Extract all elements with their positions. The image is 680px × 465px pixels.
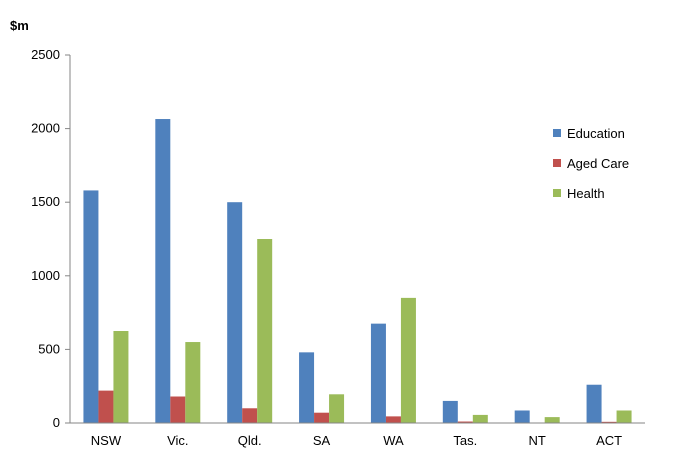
- x-category-label: Vic.: [167, 433, 188, 448]
- bar-health-nt: [544, 417, 560, 423]
- y-tick-label: 500: [38, 341, 60, 356]
- x-category-label: NSW: [91, 433, 122, 448]
- bar-aged-care-act: [601, 421, 617, 423]
- y-axis-label: $m: [10, 18, 29, 33]
- legend-label: Education: [567, 126, 625, 141]
- y-tick-label: 1000: [31, 268, 60, 283]
- x-category-label: ACT: [596, 433, 622, 448]
- x-category-label: Tas.: [453, 433, 477, 448]
- bar-health-sa: [329, 394, 345, 423]
- bar-aged-care-wa: [385, 416, 401, 423]
- x-category-label: Qld.: [238, 433, 262, 448]
- y-tick-label: 1500: [31, 194, 60, 209]
- bar-aged-care-vic: [170, 396, 186, 423]
- bar-health-act: [616, 410, 632, 423]
- bar-education-nt: [514, 410, 530, 423]
- x-category-label: WA: [383, 433, 404, 448]
- bar-education-qld: [227, 202, 243, 423]
- bar-health-wa: [400, 297, 416, 423]
- bar-health-vic: [185, 342, 201, 423]
- x-category-label: SA: [313, 433, 331, 448]
- bar-aged-care-qld: [242, 408, 258, 423]
- bar-education-tas: [442, 400, 458, 423]
- bar-education-act: [586, 384, 602, 423]
- x-category-label: NT: [529, 433, 546, 448]
- legend: Education Aged Care Health: [553, 126, 629, 201]
- y-tick-label: 0: [53, 415, 60, 430]
- bar-aged-care-sa: [314, 412, 330, 423]
- legend-label: Health: [567, 186, 605, 201]
- axes: [69, 55, 645, 424]
- bar-education-nsw: [83, 190, 99, 423]
- bar-health-tas: [472, 414, 488, 423]
- bar-aged-care-tas: [457, 421, 473, 423]
- legend-swatch: [553, 189, 561, 197]
- legend-swatch: [553, 129, 561, 137]
- bar-health-qld: [257, 239, 273, 423]
- bar-education-vic: [155, 119, 171, 424]
- legend-label: Aged Care: [567, 156, 629, 171]
- y-axis-ticks: 0 500 1000 1500 2000 2500: [31, 47, 70, 430]
- y-tick-label: 2500: [31, 47, 60, 62]
- legend-swatch: [553, 159, 561, 167]
- bar-education-sa: [299, 352, 315, 423]
- bars: [83, 119, 632, 424]
- bar-aged-care-nsw: [98, 390, 114, 423]
- y-tick-label: 2000: [31, 121, 60, 136]
- x-axis-categories: NSW Vic. Qld. SA WA Tas. NT ACT: [91, 433, 622, 448]
- bar-health-nsw: [113, 331, 129, 423]
- bar-education-wa: [370, 323, 386, 423]
